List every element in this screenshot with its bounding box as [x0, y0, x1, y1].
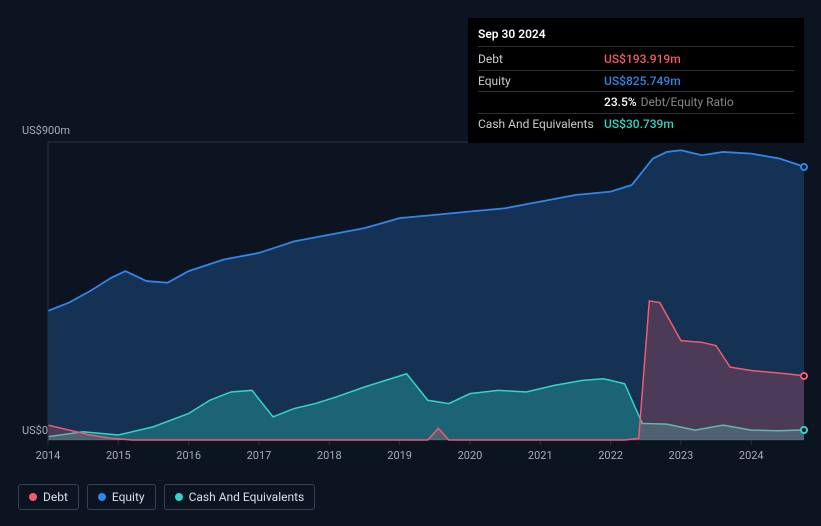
legend-label: Debt [43, 490, 68, 504]
tooltip-row-value: 23.5%Debt/Equity Ratio [604, 94, 734, 111]
legend-swatch [98, 493, 106, 501]
tooltip-row-value: US$30.739m [604, 116, 674, 133]
tooltip-row: 23.5%Debt/Equity Ratio [478, 92, 794, 114]
tooltip-row-sublabel: Debt/Equity Ratio [641, 95, 734, 109]
tooltip-row: Cash And EquivalentsUS$30.739m [478, 114, 794, 135]
legend-item-equity[interactable]: Equity [87, 484, 156, 510]
x-axis-tick: 2014 [36, 449, 61, 462]
series-end-marker [800, 372, 808, 380]
legend-swatch [29, 493, 37, 501]
tooltip-row-value: US$825.749m [604, 73, 681, 90]
series-end-marker [800, 163, 808, 171]
x-axis-tick: 2015 [106, 449, 131, 462]
x-axis-tick: 2018 [317, 449, 342, 462]
tooltip-row: EquityUS$825.749m [478, 71, 794, 93]
series-end-marker [800, 426, 808, 434]
y-axis-bottom-label: US$0 [22, 424, 48, 437]
x-axis-tick: 2023 [669, 449, 694, 462]
legend-item-cash-and-equivalents[interactable]: Cash And Equivalents [164, 484, 316, 510]
tooltip-row-value: US$193.919m [604, 51, 681, 68]
tooltip-date: Sep 30 2024 [478, 26, 794, 47]
tooltip-row-label: Equity [478, 73, 604, 90]
tooltip-row: DebtUS$193.919m [478, 49, 794, 71]
chart-legend: Debt Equity Cash And Equivalents [18, 484, 315, 510]
x-axis-tick: 2022 [598, 449, 623, 462]
tooltip-row-label: Debt [478, 51, 604, 68]
x-axis-tick: 2017 [247, 449, 272, 462]
y-axis-top-label: US$900m [22, 124, 70, 137]
x-axis-tick: 2020 [458, 449, 483, 462]
tooltip-row-label [478, 94, 604, 111]
x-axis-tick: 2024 [739, 449, 764, 462]
x-axis-tick: 2019 [387, 449, 412, 462]
legend-label: Cash And Equivalents [189, 490, 305, 504]
legend-swatch [175, 493, 183, 501]
legend-item-debt[interactable]: Debt [18, 484, 79, 510]
x-axis-tick: 2016 [176, 449, 201, 462]
chart-tooltip: Sep 30 2024 DebtUS$193.919mEquityUS$825.… [468, 18, 804, 143]
tooltip-row-label: Cash And Equivalents [478, 116, 604, 133]
x-axis-tick: 2021 [528, 449, 553, 462]
legend-label: Equity [112, 490, 145, 504]
